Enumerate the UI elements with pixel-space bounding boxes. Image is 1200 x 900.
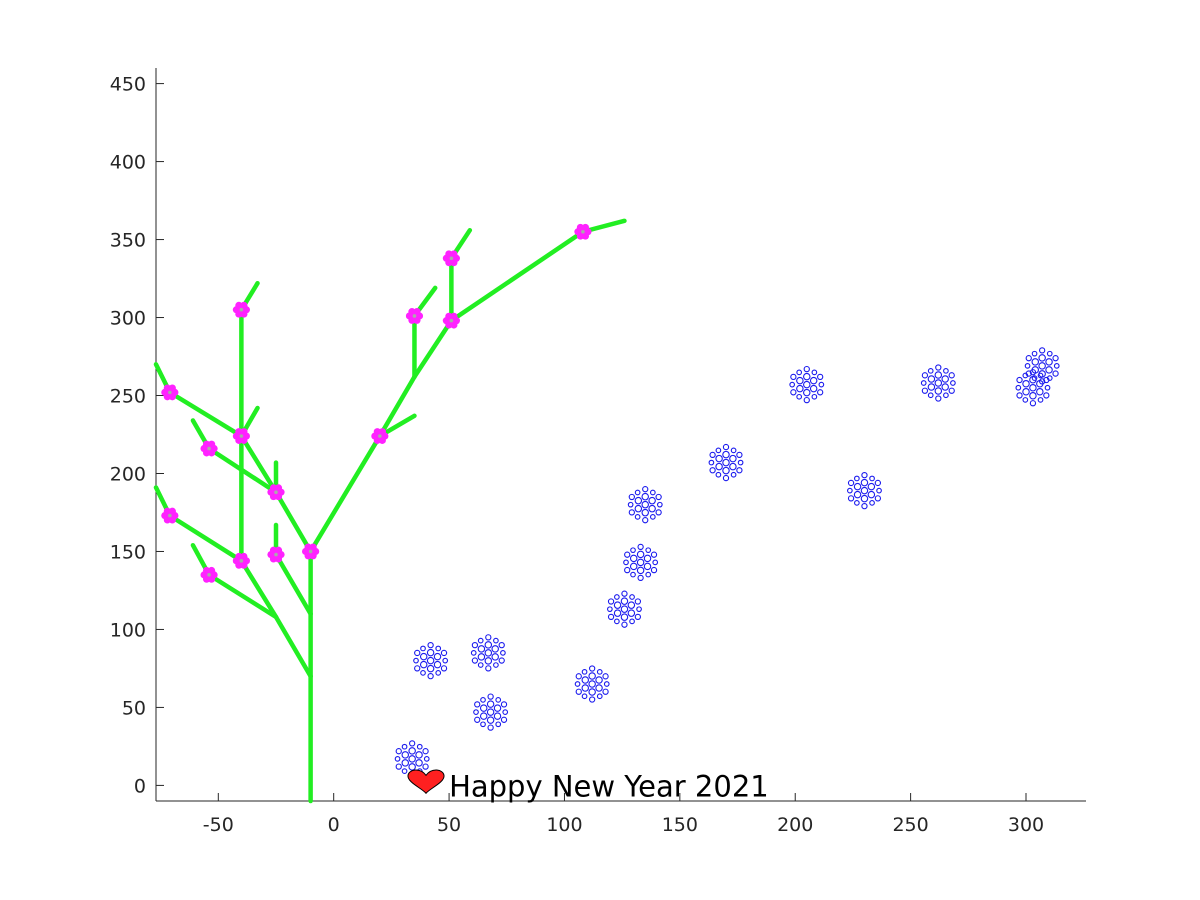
heart-marker (407, 769, 445, 795)
blossom-marker (232, 552, 250, 569)
blossom-marker (161, 507, 179, 524)
blossom-marker (200, 566, 218, 583)
x-tick-label: 200 (777, 814, 813, 836)
blossoms (161, 223, 592, 583)
y-tick-label: 100 (110, 619, 146, 641)
snowflake-marker (413, 641, 449, 680)
x-tick-label: 0 (328, 814, 340, 836)
tree-branch (273, 489, 313, 554)
x-tick-label: -50 (203, 814, 234, 836)
tree-branch (308, 433, 383, 554)
snowflake-marker (470, 634, 506, 672)
x-tick-label: 250 (892, 814, 928, 836)
blossom-marker (161, 384, 179, 401)
snowflakes (394, 347, 1060, 778)
y-tick-label: 0 (134, 775, 146, 797)
snowflake-marker (473, 693, 509, 731)
tree-branch (167, 513, 244, 564)
tree-branch (273, 552, 313, 617)
snowflake-marker (708, 443, 744, 482)
y-tick-label: 50 (122, 697, 146, 719)
tree-branch (167, 390, 244, 439)
blossom-marker (405, 308, 424, 324)
y-tick-label: 150 (110, 541, 146, 563)
y-tick-label: 250 (110, 386, 146, 408)
tree-branch (239, 558, 279, 620)
y-tick-label: 450 (110, 74, 146, 96)
x-tick-label: 150 (662, 814, 698, 836)
x-tick-label: 50 (437, 814, 461, 836)
tree-branch (377, 374, 417, 439)
blossom-marker (442, 312, 460, 329)
snowflake-marker (627, 486, 663, 524)
y-tick-label: 300 (110, 308, 146, 330)
tree-branch (239, 433, 279, 495)
blossom-marker (442, 250, 460, 267)
snowflake-marker (920, 364, 956, 402)
blossom-marker (267, 484, 285, 501)
snowflake-marker (789, 365, 825, 404)
x-tick-label: 100 (546, 814, 582, 836)
heart-icon (407, 769, 445, 795)
tree-branch (412, 318, 454, 380)
axes: -50 0 50 100 150 200 250 300 0 50 100 150 200 250 300 3… (110, 68, 1086, 836)
blossom-marker (302, 543, 320, 560)
tree-branch (206, 572, 279, 620)
blossom-marker (232, 428, 250, 444)
blossom-marker (371, 428, 389, 444)
tree (153, 218, 627, 804)
tree-branch (449, 229, 586, 323)
tree-branch (273, 614, 313, 679)
x-tick-label: 300 (1008, 814, 1044, 836)
blossom-marker (232, 301, 250, 318)
y-tick-label: 200 (110, 463, 146, 485)
blossom-marker (574, 223, 592, 240)
y-tick-label: 350 (110, 230, 146, 252)
y-tick-label: 400 (110, 152, 146, 174)
snowflake-marker (607, 590, 642, 628)
blossom-marker (200, 440, 218, 457)
snowflake-marker (623, 543, 659, 582)
annotation-text: Happy New Year 2021 (449, 769, 769, 803)
snowflake-marker (847, 471, 882, 510)
blossom-marker (267, 546, 285, 563)
snowflake-marker (574, 665, 610, 703)
